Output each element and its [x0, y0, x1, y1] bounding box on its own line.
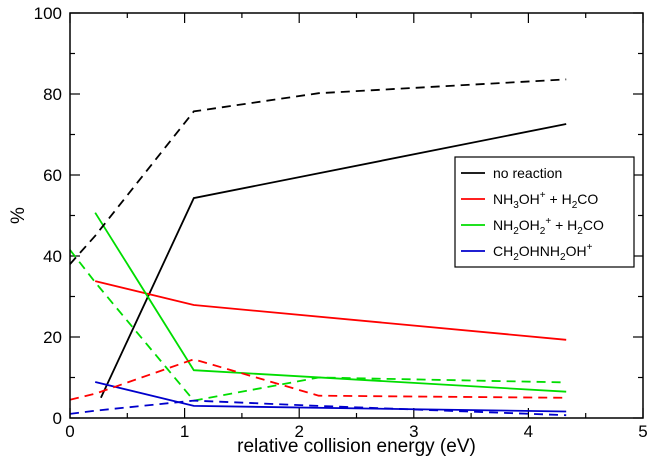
plot-frame — [69, 12, 644, 419]
y-tick-label: 60 — [43, 166, 62, 185]
x-axis-label: relative collision energy (eV) — [237, 436, 476, 457]
x-tick-label: 3 — [409, 422, 418, 441]
legend-box — [454, 156, 635, 268]
y-tick-label: 0 — [53, 409, 62, 428]
y-axis-label: % — [8, 207, 29, 224]
legend-entry: NH2OH2+ + H2CO — [493, 216, 604, 237]
legend-entry: NH3OH+ + H2CO — [493, 190, 598, 211]
y-tick-label: 80 — [43, 85, 62, 104]
legend-entry: no reaction — [493, 165, 562, 181]
dashed-series-line-6 — [69, 249, 567, 402]
y-tick-label: 20 — [43, 328, 62, 347]
x-tick-label: 2 — [294, 422, 303, 441]
x-tick-label: 4 — [524, 422, 533, 441]
x-tick-label: 5 — [638, 422, 647, 441]
y-tick-label: 100 — [34, 4, 62, 23]
y-tick-label: 40 — [43, 247, 62, 266]
legend-entry: CH2OHNH2OH+ — [493, 242, 593, 263]
solid-series-line-3 — [94, 381, 567, 413]
solid-series-line-2 — [94, 212, 567, 393]
x-tick-label: 1 — [180, 422, 189, 441]
dashed-series-line-5 — [69, 358, 567, 401]
dashed-series-line-4 — [69, 78, 567, 265]
solid-series-line-1 — [94, 280, 567, 341]
dashed-series-line-7 — [69, 399, 567, 417]
series-group — [69, 78, 567, 417]
legend: no reaction NH3OH+ + H2CO NH2OH2+ + H2CO CH… — [454, 156, 635, 268]
x-tick-label: 0 — [65, 422, 74, 441]
solid-series-line-0 — [100, 123, 567, 399]
